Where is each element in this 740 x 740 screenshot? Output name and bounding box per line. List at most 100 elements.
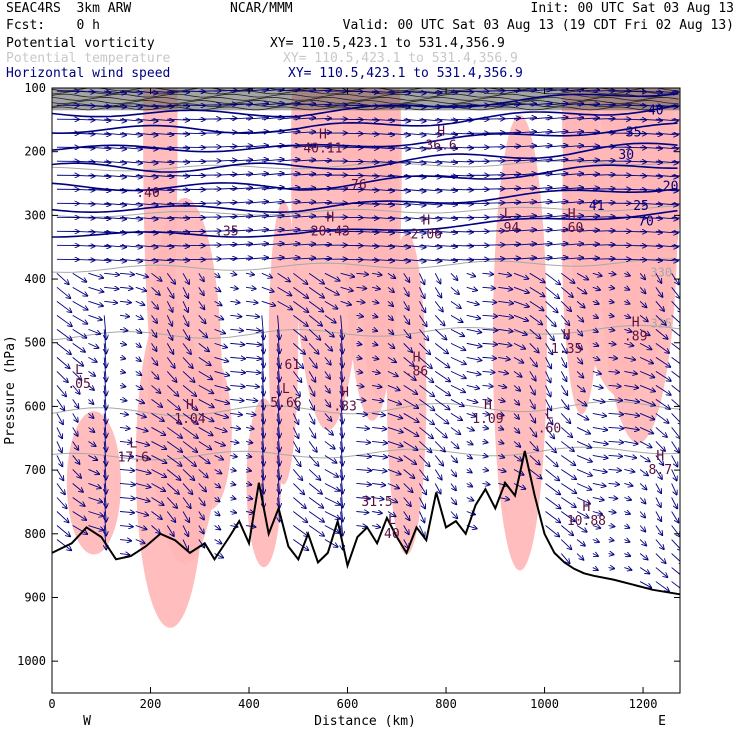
wind-arrow [561, 286, 573, 297]
wind-arrow [104, 245, 126, 247]
wind-arrow [403, 371, 416, 380]
wind-arrow [372, 175, 394, 177]
wind-arrow [671, 146, 680, 149]
wind-arrow [104, 455, 106, 479]
wind-arrow [592, 455, 608, 458]
pv-extremum-value: 1.35 [551, 342, 582, 357]
wind-arrow [151, 301, 158, 309]
wind-arrow [166, 441, 182, 452]
wind-arrow [198, 497, 205, 505]
wind-arrow [278, 371, 280, 395]
wind-arrow [545, 187, 568, 189]
wind-arrow [639, 314, 648, 321]
wind-arrow [577, 216, 599, 217]
wind-arrow [198, 483, 206, 491]
wind-arrow [577, 104, 599, 105]
wind-arrow [230, 230, 252, 232]
wind-arrow [671, 553, 680, 565]
wind-arrow [655, 231, 678, 233]
wind-arrow [119, 175, 142, 177]
wind-arrow [166, 385, 178, 396]
wind-arrow [372, 147, 394, 149]
wind-arrow [513, 118, 536, 120]
wind-arrow [671, 329, 680, 337]
wind-arrow [262, 371, 264, 395]
wind-arrow [309, 174, 331, 175]
wind-speed-contour [52, 209, 678, 238]
wind-arrow [576, 272, 588, 279]
wind-arrow [88, 328, 100, 334]
wind-speed-label: 20 [663, 180, 679, 195]
wind-arrow [135, 469, 151, 473]
wind-arrow [640, 203, 662, 204]
wind-arrow [151, 441, 166, 449]
wind-arrow [482, 399, 490, 400]
wind-arrow [498, 118, 520, 119]
wind-arrow [435, 189, 457, 190]
wind-arrow [545, 145, 568, 147]
wind-arrow [671, 357, 680, 365]
wind-arrow [466, 329, 482, 332]
wind-arrow [434, 357, 449, 367]
x-tick-label: 200 [140, 697, 162, 711]
wind-arrow [592, 483, 606, 486]
wind-arrow [655, 217, 678, 219]
wind-arrow [104, 497, 106, 521]
wind-arrow [214, 160, 237, 161]
wind-arrow [214, 512, 220, 516]
wind-arrow [182, 357, 193, 368]
wind-arrow [119, 526, 133, 527]
wind-speed-contour [52, 122, 678, 153]
wind-arrow [529, 103, 552, 105]
wind-arrow [261, 300, 275, 305]
wind-arrow [214, 90, 237, 91]
wind-arrow [308, 511, 324, 522]
wind-arrow [671, 455, 678, 466]
wind-arrow [182, 455, 196, 466]
wind-arrow [561, 159, 583, 161]
wind-arrow [592, 399, 605, 402]
wind-arrow [671, 483, 677, 494]
wind-arrow [372, 287, 380, 289]
wind-arrow [624, 371, 637, 373]
wind-arrow [624, 512, 630, 514]
wind-arrow [419, 511, 424, 523]
wind-arrow [292, 427, 298, 438]
wind-arrow [356, 427, 369, 428]
pv-extremum-type: L [504, 207, 512, 222]
wind-arrow [450, 427, 460, 434]
wind-arrow [324, 483, 339, 490]
wind-arrow [577, 188, 599, 189]
wind-arrow [577, 146, 599, 147]
wind-arrow [561, 89, 583, 91]
wind-arrow [450, 370, 466, 378]
wind-arrow [262, 455, 264, 479]
wind-arrow [655, 175, 678, 177]
wind-arrow [498, 413, 503, 415]
wind-arrow [466, 427, 474, 430]
wind-arrow [182, 483, 192, 494]
wind-arrow [214, 412, 229, 417]
wind-arrow [56, 413, 63, 424]
wind-arrow [356, 315, 363, 316]
wind-arrow [639, 398, 655, 405]
wind-arrow [545, 117, 568, 119]
wind-arrow [166, 469, 180, 480]
wind-arrow [403, 231, 426, 233]
wind-arrow [403, 511, 410, 521]
wind-arrow [166, 427, 182, 438]
wind-arrow [88, 245, 110, 246]
x-tick-label: 1000 [530, 697, 559, 711]
wind-arrow [166, 315, 172, 326]
wind-arrow [372, 133, 394, 135]
wind-arrow [88, 203, 110, 204]
wind-arrow [356, 512, 368, 513]
wind-arrow [434, 455, 443, 465]
wind-arrow [592, 90, 615, 91]
wind-arrow [592, 287, 600, 290]
wind-arrow [513, 202, 536, 204]
wind-arrow [356, 441, 370, 442]
wind-arrow [72, 259, 95, 260]
wind-arrow [72, 189, 95, 190]
wind-arrow [466, 483, 473, 486]
